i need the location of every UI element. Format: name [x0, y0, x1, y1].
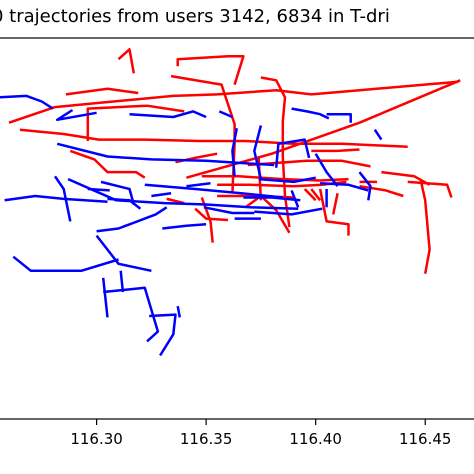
trajectory-line-s1-34: [100, 180, 136, 205]
trajectory-line-s1-23: [258, 176, 316, 184]
trajectory-line-s1-30: [358, 171, 372, 201]
trajectory-line-s1-6: [373, 129, 383, 141]
trajectory-line-s1-11: [87, 187, 110, 192]
trajectory-line-s1-3: [218, 110, 233, 119]
trajectory-line-s0-21: [310, 188, 322, 202]
series-layer: [0, 48, 461, 357]
x-tick-label: 116.30: [70, 430, 123, 448]
trajectory-line-s1-15: [95, 234, 152, 273]
trajectory-line-s1-4: [291, 107, 330, 120]
trajectory-line-s0-1: [8, 80, 459, 124]
trajectory-line-s0-15: [244, 194, 291, 234]
x-tick-label: 116.35: [180, 430, 233, 448]
trajectory-line-s0-0: [176, 55, 245, 85]
trajectory-line-s0-16: [69, 149, 146, 179]
trajectory-line-s1-19: [149, 313, 177, 357]
trajectory-line-s1-7: [56, 142, 275, 167]
trajectory-line-s1-13: [12, 255, 119, 273]
trajectory-line-s1-9: [67, 177, 299, 210]
trajectory-line-s0-29: [331, 192, 339, 215]
trajectory-line-s1-14: [96, 206, 168, 233]
trajectory-line-s0-3: [65, 87, 139, 96]
trajectory-line-s1-36: [151, 191, 172, 198]
trajectory-line-s0-5: [117, 48, 136, 74]
trajectory-line-s1-26: [231, 128, 239, 177]
trajectory-line-s0-11: [194, 207, 229, 222]
x-tick-label: 116.40: [289, 430, 342, 448]
trajectory-line-s0-4: [86, 104, 185, 141]
x-tick-label: 116.45: [399, 430, 452, 448]
trajectory-line-s1-5: [326, 112, 352, 123]
x-axis: 116.30 116.35 116.40 116.45: [70, 419, 451, 448]
trajectory-line-s0-20: [318, 188, 350, 236]
trajectory-line-s0-27: [186, 79, 461, 179]
trajectory-line-s1-28: [253, 125, 263, 180]
trajectory-line-s0-25: [407, 180, 453, 198]
trajectory-line-s1-35: [107, 197, 142, 210]
trajectory-line-s1-0: [0, 94, 54, 110]
trajectory-line-s1-2: [129, 110, 207, 119]
trajectory-line-s1-22: [203, 206, 255, 215]
trajectory-line-s1-12: [53, 175, 72, 222]
trajectory-line-s1-24: [254, 207, 323, 216]
trajectory-line-s0-26: [419, 180, 431, 274]
trajectory-line-s1-38: [186, 182, 211, 188]
trajectory-line-s1-31: [320, 182, 369, 192]
trajectory-line-s0-28: [303, 188, 317, 202]
trajectory-line-s1-29: [314, 153, 339, 187]
trajectory-line-s1-25: [243, 196, 301, 202]
trajectory-line-s1-1: [55, 108, 97, 122]
trajectory-line-s1-21: [162, 223, 207, 230]
trajectory-line-s1-18: [103, 286, 160, 343]
trajectory-line-s1-10: [4, 194, 108, 203]
trajectory-line-s0-10: [166, 197, 185, 205]
trajectory-line-s0-2: [19, 128, 408, 148]
plot-frame: [0, 37, 474, 420]
trajectory-line-s1-27: [274, 138, 311, 168]
trajectory-line-s1-16: [119, 270, 125, 293]
trajectory-line-s1-8: [144, 183, 283, 199]
chart-title: 0 trajectories from users 3142, 6834 in …: [0, 6, 390, 27]
trajectory-line-s1-17: [101, 277, 109, 318]
trajectory-line-s1-20: [176, 305, 182, 318]
trajectory-line-s0-19: [311, 148, 360, 153]
trajectory-line-s0-24: [359, 184, 404, 198]
trajectory-line-s0-13: [201, 175, 349, 182]
trajectory-line-s1-33: [290, 189, 300, 208]
